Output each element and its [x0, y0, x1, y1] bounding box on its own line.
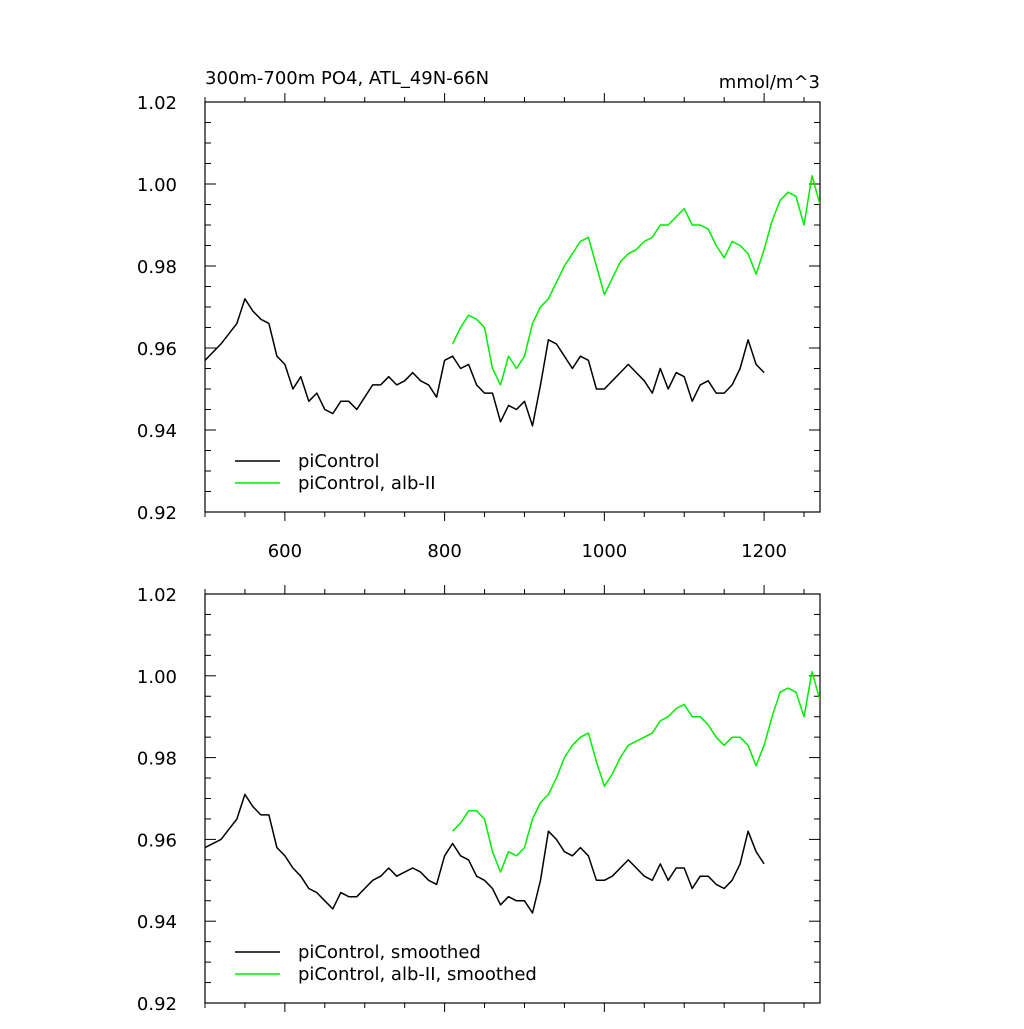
y-tick-label: 1.00 [137, 667, 177, 688]
x-tick-label: 600 [268, 541, 302, 562]
units-label: mmol/m^3 [719, 72, 820, 93]
series-line-1 [205, 793, 765, 914]
legend-label: piControl, smoothed [298, 942, 481, 963]
x-tick-label: 1200 [741, 541, 787, 562]
y-tick-label: 0.92 [137, 503, 177, 524]
y-tick-label: 0.96 [137, 339, 177, 360]
x-tick-label: 1000 [581, 541, 627, 562]
series-line-1 [205, 298, 765, 427]
chart-title: 300m-700m PO4, ATL_49N-66N [205, 68, 489, 89]
series-line-2 [451, 175, 820, 386]
legend-label: piControl, alb-II [298, 473, 436, 494]
legend-label: piControl [298, 451, 380, 472]
y-tick-label: 0.92 [137, 994, 177, 1015]
chart-panel-2: 0.92 0.94 0.96 0.98 1.00 1.02 piControl, smoot… [137, 585, 821, 1015]
y-tick-label: 0.98 [137, 257, 177, 278]
legend-label: piControl, alb-II, smoothed [298, 964, 537, 985]
series-line-2 [452, 670, 820, 873]
x-tick-label: 800 [427, 541, 461, 562]
y-tick-label: 1.02 [137, 93, 177, 114]
y-tick-label: 0.94 [137, 912, 177, 933]
y-tick-label: 1.02 [137, 585, 177, 606]
y-tick-label: 0.98 [137, 749, 177, 770]
y-tick-label: 1.00 [137, 175, 177, 196]
y-tick-label: 0.96 [137, 830, 177, 851]
chart-panel-1: 600 800 1000 1200 0.92 0.94 0.96 0.98 1.00 1.02 30… [137, 68, 821, 562]
y-tick-label: 0.94 [137, 421, 177, 442]
